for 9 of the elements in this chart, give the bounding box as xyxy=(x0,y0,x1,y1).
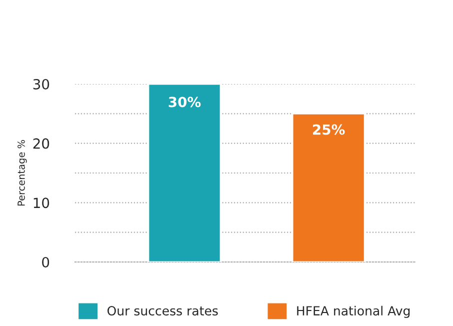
legend-label: Our success rates xyxy=(107,306,218,316)
y-tick-label: 30 xyxy=(33,78,50,90)
data-label: 30% xyxy=(168,96,201,108)
legend-label: HFEA national Avg xyxy=(297,306,410,318)
y-tick-label: 10 xyxy=(34,198,50,208)
y-axis-title: Percentage % xyxy=(18,140,27,206)
y-tick-label: 0 xyxy=(42,256,50,268)
y-tick-label: 20 xyxy=(33,138,50,149)
data-label: 25% xyxy=(313,124,345,135)
